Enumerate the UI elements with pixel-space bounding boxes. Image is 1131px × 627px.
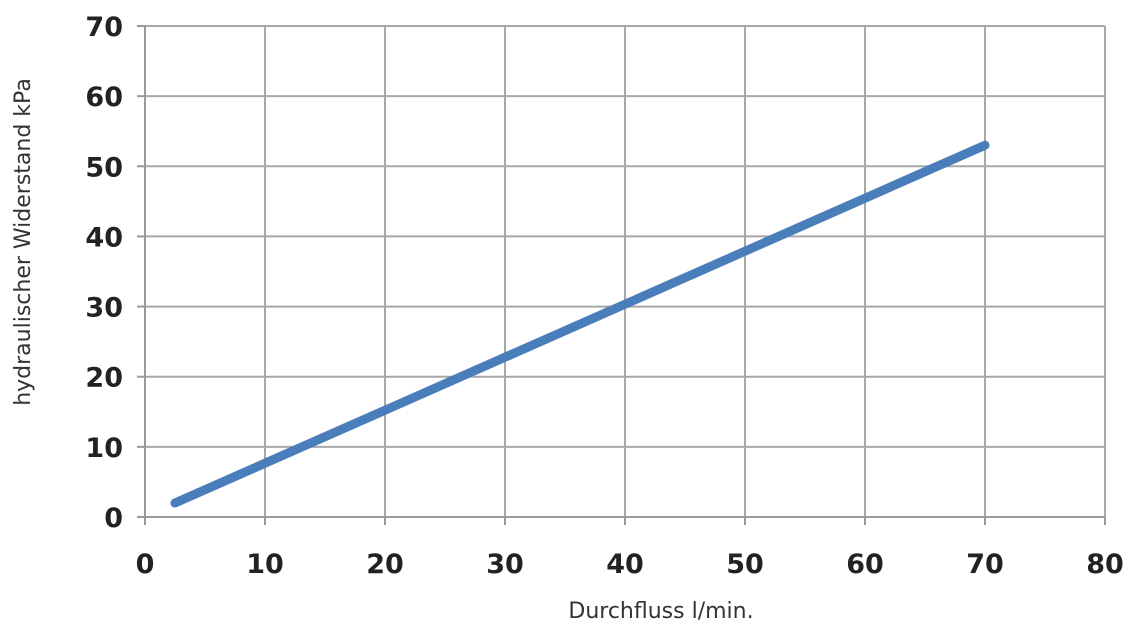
y-tick-label-6: 60 bbox=[85, 82, 123, 113]
y-tick-label-7: 70 bbox=[85, 12, 123, 43]
axes bbox=[137, 25, 1106, 525]
y-tick-label-3: 30 bbox=[85, 293, 123, 324]
y-tick-labels: 0 10 20 30 40 50 60 70 bbox=[85, 12, 123, 534]
y-tick-label-4: 40 bbox=[85, 222, 123, 253]
x-tick-label-0: 0 bbox=[136, 549, 155, 580]
series-layer bbox=[170, 140, 990, 508]
x-tick-label-5: 50 bbox=[726, 549, 764, 580]
x-axis-label: Durchfluss l/min. bbox=[568, 599, 753, 624]
x-tick-label-6: 60 bbox=[846, 549, 884, 580]
y-tick-label-1: 10 bbox=[85, 433, 123, 464]
x-tick-label-3: 30 bbox=[486, 549, 524, 580]
x-tick-labels: 0 10 20 30 40 50 60 70 80 bbox=[136, 549, 1124, 580]
x-tick-label-4: 40 bbox=[606, 549, 644, 580]
grid-lines bbox=[145, 25, 1106, 517]
y-tick-label-5: 50 bbox=[85, 152, 123, 183]
x-tick-label-8: 80 bbox=[1086, 549, 1124, 580]
series-line-0 bbox=[170, 140, 990, 508]
x-tick-label-7: 70 bbox=[966, 549, 1004, 580]
x-tick-label-1: 10 bbox=[246, 549, 284, 580]
x-tick-label-2: 20 bbox=[366, 549, 404, 580]
y-tick-label-2: 20 bbox=[85, 363, 123, 394]
y-axis-label: hydraulischer Widerstand kPa bbox=[11, 78, 36, 406]
y-tick-label-0: 0 bbox=[104, 503, 123, 534]
